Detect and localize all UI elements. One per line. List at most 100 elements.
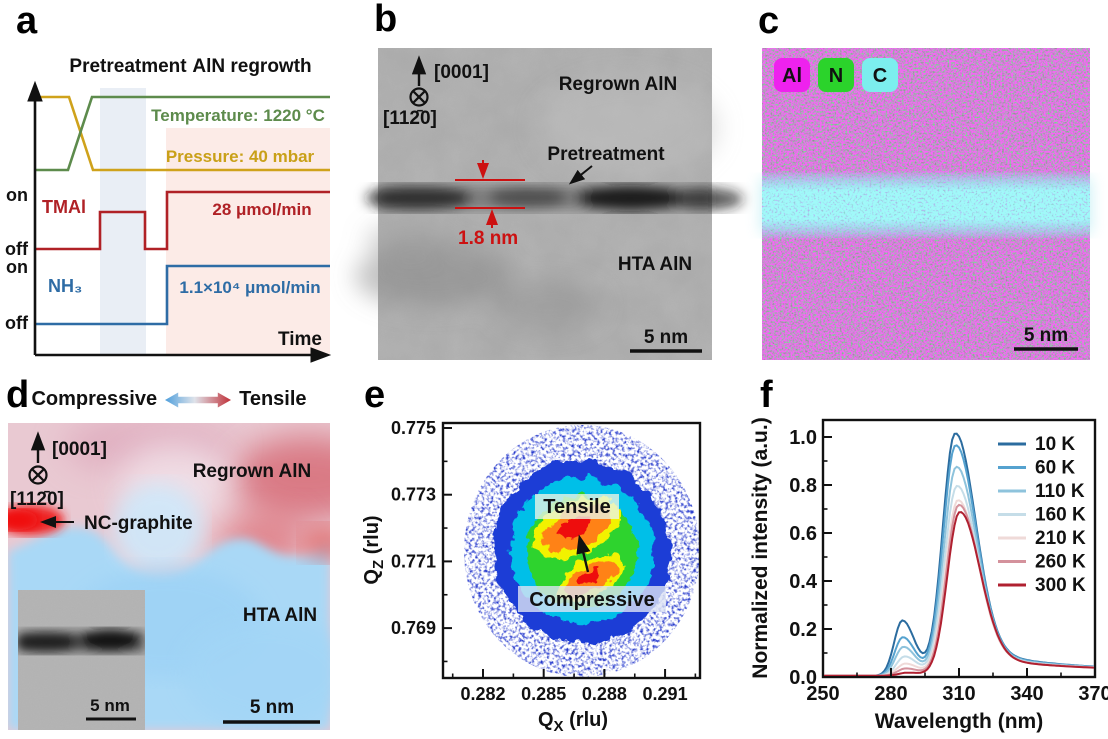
axis-0001-label: [0001] [434, 62, 489, 83]
eds-legend-chip-label: Al [782, 65, 802, 87]
beam-direction-icon [409, 87, 429, 107]
plot-frame [441, 421, 702, 680]
x-tick-label: 280 [874, 683, 907, 705]
scale-bar-label: 5 nm [250, 697, 294, 718]
y-tick-label: 0.769 [391, 618, 436, 638]
pretreatment-dark-band [366, 185, 743, 211]
inset-tem-image: 5 nm [18, 590, 145, 730]
y-tick-label: 0.775 [391, 418, 436, 438]
beam-direction-icon [28, 465, 48, 485]
time-axis-label: Time [278, 329, 322, 350]
y-tick-label: 0.773 [391, 485, 436, 505]
eds-legend: Al N C [774, 58, 898, 92]
strain-colorbar-arrow-icon [165, 391, 232, 408]
eds-legend-chip [818, 58, 854, 92]
panel-b-tem-image: [0001] [112̄0] Regrown AlN Pretreatment … [355, 48, 743, 360]
nc-graphite-label: NC-graphite [84, 513, 193, 534]
eds-legend-chip-label: C [873, 65, 887, 87]
legend-label: 60 K [1035, 458, 1075, 479]
x-tick-label: 250 [806, 683, 839, 705]
tmal-label: TMAl [42, 197, 86, 217]
nh3-label: NH₃ [48, 276, 82, 296]
regrown-aln-label: Regrown AlN [193, 461, 312, 482]
y-tick-label: 0.6 [789, 523, 817, 545]
pressure-label: Pressure: 40 mbar [166, 147, 315, 166]
panel-a-schematic: Pretreatment AlN regrowth Temperature: 1… [5, 56, 332, 363]
panel-c-eds-map: Al N C 5 nm [762, 48, 1090, 360]
y-tick-label: 0.0 [789, 667, 817, 689]
eds-legend-chip [862, 58, 898, 92]
nh3-off-label: off [5, 313, 29, 333]
x-axis-title: QX (rlu) [538, 709, 608, 735]
eds-legend-chip [774, 58, 810, 92]
panel-f-pl-plot: 250 280 310 340 370 0.0 0.2 0.4 0.6 0.8 1.0 10 K 60… [749, 417, 1108, 733]
pretreatment-shaded-region [100, 88, 146, 354]
y-tick-label: 0.8 [789, 475, 817, 497]
strain-colorbar-header: Compressive Tensile [8, 388, 330, 411]
panel-b-label: b [374, 0, 398, 40]
nh3-trace [35, 264, 330, 326]
compressive-label: Compressive [529, 589, 655, 611]
x-tick-label: 370 [1078, 683, 1108, 705]
hta-aln-label: HTA AlN [618, 254, 692, 275]
x-axis-title: Wavelength (nm) [875, 710, 1043, 733]
axis-1120-label: [112̄0] [10, 489, 64, 510]
hta-aln-label: HTA AlN [243, 605, 317, 626]
axis-ticks: 250 280 310 340 370 0.0 0.2 0.4 0.6 0.8 1.0 [789, 427, 1108, 705]
panel-a-label: a [16, 0, 38, 42]
phase-pretreatment-title: Pretreatment [69, 56, 187, 77]
tensile-label-bg [535, 494, 619, 519]
y-axis-title: QZ (rlu) [361, 515, 387, 584]
y-axis-title: Normalized intensity (a.u.) [749, 417, 772, 678]
x-tick-label: 310 [942, 683, 975, 705]
compressive-label: Compressive [31, 388, 158, 410]
x-tick-label: 0.291 [643, 684, 688, 704]
carbon-band-layer [762, 170, 1090, 240]
tem-smudges [355, 78, 718, 332]
y-tick-label: 1.0 [789, 427, 817, 449]
pretreatment-annotation: Pretreatment [547, 144, 665, 165]
legend-label: 10 K [1035, 434, 1075, 455]
y-tick-label: 0.2 [789, 619, 817, 641]
panel-c-label: c [758, 0, 780, 42]
thickness-value: 1.8 nm [458, 228, 518, 249]
tmal-flow-label: 28 μmol/min [212, 200, 311, 219]
regrowth-shaded-region [166, 128, 330, 354]
panel-f-label: f [760, 374, 773, 416]
legend-label: 110 K [1035, 481, 1085, 502]
panel-e-label: e [364, 374, 386, 416]
axis-1120-label: [112̄0] [383, 108, 437, 129]
nh3-flow-label: 1.1×10⁴ μmol/min [179, 278, 320, 297]
panel-e-rsm-plot: Tensile Compressive 0.282 0.285 0.288 0.291… [361, 418, 702, 735]
legend-label: 210 K [1035, 528, 1086, 549]
tmal-off-label: off [5, 239, 29, 259]
scale-bar-label: 5 nm [1024, 325, 1068, 346]
pretreatment-pointer-arrow-icon [568, 165, 593, 185]
panel-d-strain-map: [0001] [112̄0] Regrown AlN NC-graphite H… [8, 423, 330, 730]
x-tick-label: 0.285 [521, 684, 566, 704]
scale-bar: 5 nm [223, 697, 320, 724]
scale-bar-label: 5 nm [644, 327, 688, 348]
pl-curve-300K [824, 511, 1094, 676]
y-tick-label: 0.4 [789, 571, 818, 593]
compressive-label-bg [518, 586, 666, 612]
y-tick-label: 0.771 [391, 551, 436, 571]
x-tick-label: 340 [1010, 683, 1043, 705]
temperature-label: Temperature: 1220 °C [151, 106, 325, 125]
spectra-curves [824, 432, 1094, 676]
thickness-measurement: 1.8 nm [455, 160, 525, 249]
x-tick-label: 0.282 [460, 684, 505, 704]
x-tick-label: 0.288 [582, 684, 627, 704]
tmal-on-label: on [6, 185, 28, 205]
axis-ticks: 0.282 0.285 0.288 0.291 0.775 0.773 0.771 0.769 [391, 418, 697, 704]
tensile-label: Tensile [239, 388, 307, 410]
tensile-label: Tensile [543, 496, 610, 518]
nh3-on-label: on [6, 257, 28, 277]
tmal-trace [35, 190, 330, 251]
scale-bar: 5 nm [1014, 325, 1078, 351]
regrown-aln-label: Regrown AlN [559, 74, 678, 95]
legend-label: 260 K [1035, 552, 1086, 573]
temperature-trace [35, 95, 330, 172]
